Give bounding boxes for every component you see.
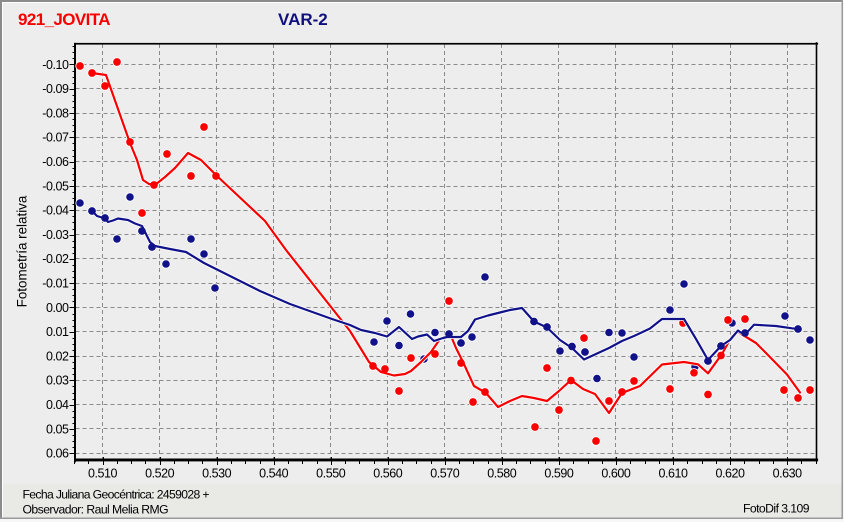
svg-text:0.570: 0.570	[430, 467, 460, 481]
svg-text:0.03: 0.03	[46, 374, 69, 388]
svg-text:0.00: 0.00	[46, 301, 69, 315]
svg-text:-0.07: -0.07	[42, 131, 69, 145]
svg-text:Observador: Raul Melia RMG: Observador: Raul Melia RMG	[23, 503, 169, 517]
svg-text:0.560: 0.560	[373, 467, 403, 481]
svg-text:0.05: 0.05	[46, 422, 69, 436]
svg-text:0.02: 0.02	[46, 349, 69, 363]
svg-text:0.530: 0.530	[202, 467, 232, 481]
svg-text:FotoDif 3.109: FotoDif 3.109	[743, 502, 810, 516]
svg-text:0.04: 0.04	[46, 398, 69, 412]
svg-text:0.590: 0.590	[544, 467, 574, 481]
svg-text:-0.03: -0.03	[42, 228, 69, 242]
svg-text:0.630: 0.630	[773, 467, 803, 481]
svg-text:-0.10: -0.10	[42, 58, 69, 72]
svg-text:-0.08: -0.08	[42, 106, 69, 120]
svg-text:0.06: 0.06	[46, 447, 69, 461]
svg-text:0.540: 0.540	[259, 467, 289, 481]
svg-text:0.01: 0.01	[46, 325, 69, 339]
svg-text:-0.09: -0.09	[42, 82, 69, 96]
svg-text:VAR-2: VAR-2	[278, 10, 328, 29]
svg-text:921_JOVITA: 921_JOVITA	[18, 10, 110, 29]
svg-text:-0.02: -0.02	[42, 252, 69, 266]
svg-text:-0.01: -0.01	[42, 277, 69, 291]
svg-text:-0.05: -0.05	[42, 179, 69, 193]
svg-text:0.610: 0.610	[658, 467, 688, 481]
svg-text:0.520: 0.520	[145, 467, 175, 481]
svg-text:-0.04: -0.04	[42, 204, 69, 218]
svg-text:0.550: 0.550	[316, 467, 346, 481]
svg-text:0.580: 0.580	[487, 467, 517, 481]
svg-text:Fotometría relativa: Fotometría relativa	[14, 195, 29, 307]
svg-text:0.600: 0.600	[601, 467, 631, 481]
svg-text:-0.06: -0.06	[42, 155, 69, 169]
svg-text:0.620: 0.620	[715, 467, 745, 481]
svg-text:0.510: 0.510	[88, 467, 118, 481]
svg-text:Fecha Juliana Geocéntrica: 245: Fecha Juliana Geocéntrica: 2459028 +	[23, 488, 210, 502]
